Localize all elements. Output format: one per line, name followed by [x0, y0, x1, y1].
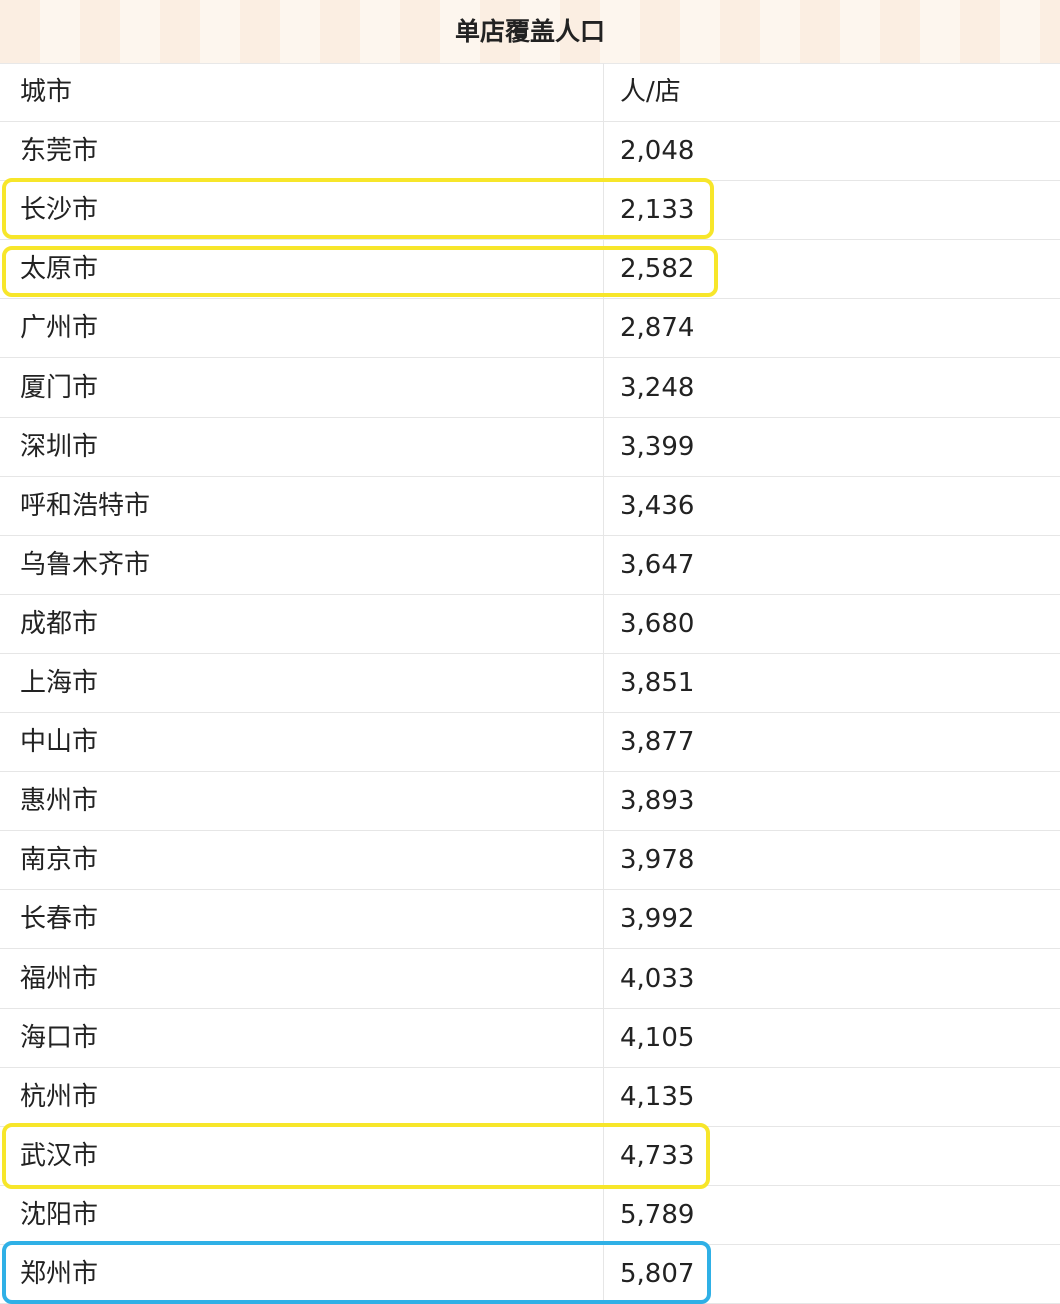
- table-row-cell: 5,807: [620, 1259, 695, 1289]
- table-row-cell: 海口市: [20, 1022, 99, 1053]
- table-row: 福州市 4,033: [0, 950, 1060, 1009]
- table-row-cell: 长春市: [20, 904, 99, 935]
- table-row: 太原市 2,582: [0, 240, 1060, 300]
- table-row-cell: 南京市: [20, 845, 99, 876]
- table-title: 单店覆盖人口: [0, 0, 1060, 64]
- table-row: 中山市 3,877: [0, 713, 1060, 773]
- table-row-cell: 长沙市: [20, 195, 99, 226]
- table-row-cell: 3,680: [620, 608, 695, 639]
- table-row: 杭州市 4,135: [0, 1068, 1060, 1127]
- table-row-cell: 上海市: [20, 668, 99, 698]
- table-row: 长沙市 2,133: [0, 181, 1060, 241]
- table-row: 成都市 3,680: [0, 595, 1060, 654]
- table-row: 深圳市 3,399: [0, 418, 1060, 477]
- table-row-cell: 3,992: [620, 904, 695, 935]
- table-row: 乌鲁木齐市 3,647: [0, 536, 1060, 595]
- table-row-cell: 沈阳市: [20, 1199, 99, 1230]
- highlight-box: [2, 178, 714, 239]
- table-row-cell: 郑州市: [20, 1259, 99, 1289]
- table-row-cell: 武汉市: [20, 1140, 99, 1171]
- table-row-cell: 东莞市: [20, 136, 99, 167]
- table-row: 广州市 2,874: [0, 299, 1060, 359]
- table-row-cell: 中山市: [20, 727, 99, 758]
- table-row: 海口市 4,105: [0, 1009, 1060, 1068]
- table-row-cell: 3,647: [620, 549, 695, 580]
- table-row-cell: 2,874: [620, 313, 695, 344]
- table-row-cell: 深圳市: [20, 431, 99, 462]
- table-row-cell: 2,582: [620, 254, 695, 285]
- table-row-cell: 3,248: [620, 372, 695, 403]
- table-row-cell: 厦门市: [20, 372, 99, 403]
- table-row: 厦门市 3,248: [0, 359, 1060, 418]
- column-divider: [603, 63, 604, 1304]
- table-row-cell: 3,399: [620, 431, 695, 462]
- table-row-cell: 3,436: [620, 490, 695, 521]
- table-row-cell: 3,877: [620, 727, 695, 758]
- table-row-cell: 太原市: [20, 254, 99, 285]
- highlight-box: [2, 1123, 710, 1189]
- table-row: 长春市 3,992: [0, 890, 1060, 950]
- table-row-cell: 广州市: [20, 313, 99, 344]
- table-row-cell: 4,135: [620, 1081, 695, 1112]
- table-row: 沈阳市 5,789: [0, 1186, 1060, 1245]
- table-row: 南京市 3,978: [0, 831, 1060, 891]
- table-row-cell: 惠州市: [20, 786, 99, 817]
- highlight-box: [2, 1241, 711, 1304]
- table-row-cell: 福州市: [20, 963, 99, 994]
- table-row: 惠州市 3,893: [0, 772, 1060, 832]
- table-row-cell: 乌鲁木齐市: [20, 549, 151, 580]
- table-row: 上海市 3,851: [0, 654, 1060, 713]
- table-row-cell: 2,133: [620, 195, 695, 226]
- table-row-cell: 2,048: [620, 136, 695, 167]
- table-row-cell: 3,893: [620, 786, 695, 817]
- highlight-box: [2, 246, 718, 297]
- table-row-cell: 3,851: [620, 668, 695, 698]
- table-row: 东莞市 2,048: [0, 122, 1060, 182]
- header-row: 城市 人/店: [0, 63, 1060, 122]
- header-row-cell: 人/店: [620, 77, 681, 107]
- table-row-cell: 4,733: [620, 1140, 695, 1171]
- table-row-cell: 杭州市: [20, 1081, 99, 1112]
- table-row-cell: 3,978: [620, 845, 695, 876]
- header-row-cell: 城市: [20, 77, 73, 107]
- table-row-cell: 4,105: [620, 1022, 695, 1053]
- table-row: 呼和浩特市 3,436: [0, 477, 1060, 536]
- table-row-cell: 4,033: [620, 963, 695, 994]
- table-row-cell: 成都市: [20, 608, 99, 639]
- table-row-cell: 呼和浩特市: [20, 490, 151, 521]
- table-row-cell: 5,789: [620, 1199, 695, 1230]
